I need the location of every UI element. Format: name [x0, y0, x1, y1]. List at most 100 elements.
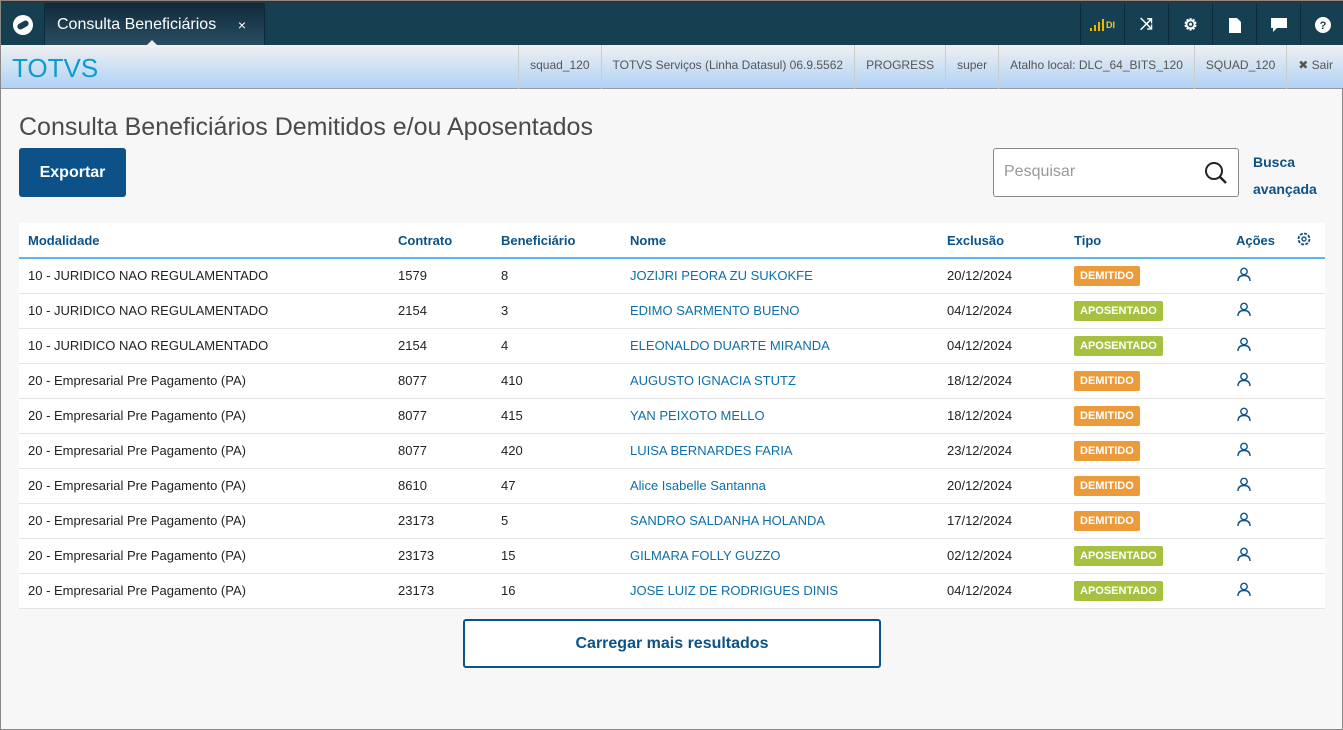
- cell-modalidade: 20 - Empresarial Pre Pagamento (PA): [19, 538, 389, 574]
- search-icon[interactable]: [1204, 161, 1228, 185]
- chat-icon[interactable]: [1256, 3, 1300, 47]
- cell-exclusao: 17/12/2024: [938, 503, 1065, 539]
- logout-button[interactable]: ✖ Sair: [1286, 45, 1343, 89]
- cell-modalidade: 10 - JURIDICO NAO REGULAMENTADO: [19, 293, 389, 329]
- cell-nome[interactable]: Alice Isabelle Santanna: [621, 468, 938, 504]
- cell-acoes: [1227, 363, 1287, 399]
- col-modalidade[interactable]: Modalidade: [19, 223, 389, 259]
- user-icon[interactable]: [1236, 267, 1251, 284]
- status-badge: APOSENTADO: [1074, 335, 1163, 356]
- cell-nome[interactable]: GILMARA FOLLY GUZZO: [621, 538, 938, 574]
- cell-exclusao: 04/12/2024: [938, 328, 1065, 364]
- advanced-search-link[interactable]: Busca avançada: [1253, 154, 1317, 197]
- cell-nome[interactable]: JOZIJRI PEORA ZU SUKOKFE: [621, 258, 938, 294]
- table-row: 20 - Empresarial Pre Pagamento (PA) 8077 4…: [19, 363, 1325, 399]
- cell-exclusao: 04/12/2024: [938, 573, 1065, 609]
- shuffle-icon[interactable]: ⤨: [1124, 3, 1168, 47]
- cell-contrato: 23173: [389, 573, 492, 609]
- tab-title: Consulta Beneficiários: [57, 16, 217, 33]
- col-tipo[interactable]: Tipo: [1065, 223, 1227, 259]
- user-icon[interactable]: [1236, 302, 1251, 319]
- cell-nome[interactable]: EDIMO SARMENTO BUENO: [621, 293, 938, 329]
- table-row: 20 - Empresarial Pre Pagamento (PA) 8610 4…: [19, 468, 1325, 504]
- cell-beneficiario: 4: [492, 328, 621, 364]
- cell-beneficiario: 420: [492, 433, 621, 469]
- cell-nome[interactable]: SANDRO SALDANHA HOLANDA: [621, 503, 938, 539]
- status-badge: APOSENTADO: [1074, 300, 1163, 321]
- cell-nome[interactable]: JOSE LUIZ DE RODRIGUES DINIS: [621, 573, 938, 609]
- cell-acoes: [1227, 258, 1287, 294]
- cell-tipo: DEMITIDO: [1065, 503, 1227, 539]
- cell-nome[interactable]: LUISA BERNARDES FARIA: [621, 433, 938, 469]
- column-settings-icon[interactable]: [1287, 223, 1325, 259]
- user-icon[interactable]: [1236, 512, 1251, 529]
- table-row: 20 - Empresarial Pre Pagamento (PA) 8077 4…: [19, 433, 1325, 469]
- cell-empty: [1287, 538, 1325, 574]
- col-exclusao[interactable]: Exclusão: [938, 223, 1065, 259]
- user-icon[interactable]: [1236, 372, 1251, 389]
- status-badge: DEMITIDO: [1074, 405, 1140, 426]
- info-environment: SQUAD_120: [1193, 45, 1286, 89]
- cell-nome[interactable]: YAN PEIXOTO MELLO: [621, 398, 938, 434]
- cell-tipo: DEMITIDO: [1065, 363, 1227, 399]
- signal-icon[interactable]: DI: [1080, 3, 1124, 47]
- info-shortcut: Atalho local: DLC_64_BITS_120: [998, 45, 1194, 89]
- gear-icon[interactable]: ⚙: [1168, 3, 1212, 47]
- user-icon[interactable]: [1236, 337, 1251, 354]
- load-more-button[interactable]: Carregar mais resultados: [463, 619, 881, 668]
- cell-empty: [1287, 433, 1325, 469]
- cell-beneficiario: 5: [492, 503, 621, 539]
- user-icon[interactable]: [1236, 477, 1251, 494]
- cell-exclusao: 20/12/2024: [938, 468, 1065, 504]
- document-icon[interactable]: [1212, 3, 1256, 47]
- table-row: 10 - JURIDICO NAO REGULAMENTADO 1579 8 JOZI…: [19, 258, 1325, 294]
- cell-exclusao: 18/12/2024: [938, 398, 1065, 434]
- info-user-squad: squad_120: [518, 45, 600, 89]
- cell-nome[interactable]: AUGUSTO IGNACIA STUTZ: [621, 363, 938, 399]
- col-beneficiario[interactable]: Beneficiário: [492, 223, 621, 259]
- cell-nome[interactable]: ELEONALDO DUARTE MIRANDA: [621, 328, 938, 364]
- table-row: 10 - JURIDICO NAO REGULAMENTADO 2154 3 EDIM…: [19, 293, 1325, 329]
- info-user: super: [945, 45, 998, 89]
- col-contrato[interactable]: Contrato: [389, 223, 492, 259]
- close-tab-icon[interactable]: ×: [237, 17, 246, 33]
- cell-exclusao: 20/12/2024: [938, 258, 1065, 294]
- cell-modalidade: 20 - Empresarial Pre Pagamento (PA): [19, 433, 389, 469]
- export-button[interactable]: Exportar: [19, 148, 126, 197]
- results-table: Modalidade Contrato Beneficiário Nome Ex…: [19, 223, 1325, 609]
- cell-acoes: [1227, 573, 1287, 609]
- status-badge: APOSENTADO: [1074, 545, 1163, 566]
- totvs-logo-icon[interactable]: [1, 3, 45, 47]
- cell-beneficiario: 415: [492, 398, 621, 434]
- tab-consulta-beneficiarios[interactable]: Consulta Beneficiários ×: [45, 3, 265, 47]
- status-badge: DEMITIDO: [1074, 440, 1140, 461]
- cell-modalidade: 10 - JURIDICO NAO REGULAMENTADO: [19, 258, 389, 294]
- cell-beneficiario: 8: [492, 258, 621, 294]
- info-database: PROGRESS: [854, 45, 945, 89]
- table-row: 10 - JURIDICO NAO REGULAMENTADO 2154 4 ELEO…: [19, 328, 1325, 364]
- status-badge: DEMITIDO: [1074, 265, 1140, 286]
- user-icon[interactable]: [1236, 442, 1251, 459]
- cell-tipo: APOSENTADO: [1065, 328, 1227, 364]
- cell-tipo: APOSENTADO: [1065, 573, 1227, 609]
- cell-contrato: 8077: [389, 398, 492, 434]
- user-icon[interactable]: [1236, 582, 1251, 599]
- cell-contrato: 23173: [389, 538, 492, 574]
- cell-exclusao: 18/12/2024: [938, 363, 1065, 399]
- cell-contrato: 2154: [389, 293, 492, 329]
- cell-empty: [1287, 363, 1325, 399]
- user-icon[interactable]: [1236, 407, 1251, 424]
- table-row: 20 - Empresarial Pre Pagamento (PA) 23173…: [19, 538, 1325, 574]
- cell-modalidade: 20 - Empresarial Pre Pagamento (PA): [19, 573, 389, 609]
- search-box: [993, 148, 1239, 197]
- table-row: 20 - Empresarial Pre Pagamento (PA) 8077 4…: [19, 398, 1325, 434]
- cell-beneficiario: 410: [492, 363, 621, 399]
- status-badge: DEMITIDO: [1074, 475, 1140, 496]
- help-icon[interactable]: ?: [1300, 3, 1343, 47]
- col-nome[interactable]: Nome: [621, 223, 938, 259]
- info-product: TOTVS Serviços (Linha Datasul) 06.9.5562: [600, 45, 855, 89]
- user-icon[interactable]: [1236, 547, 1251, 564]
- cell-modalidade: 10 - JURIDICO NAO REGULAMENTADO: [19, 328, 389, 364]
- search-input[interactable]: [994, 149, 1194, 195]
- cell-empty: [1287, 258, 1325, 294]
